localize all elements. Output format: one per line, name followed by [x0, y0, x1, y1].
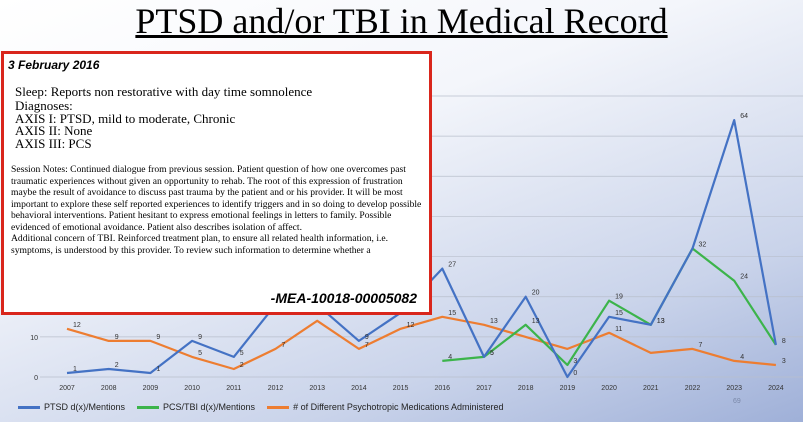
data-label: 15 — [615, 310, 623, 317]
legend-label-ptsd: PTSD d(x)/Mentions — [44, 402, 126, 412]
diagnosis-axis-3: AXIS III: PCS — [15, 135, 92, 151]
data-label: 32 — [699, 242, 707, 249]
series-line-2 — [66, 315, 777, 371]
legend-item-medications: # of Different Psychotropic Medications … — [267, 402, 504, 412]
y-tick-label: 0 — [34, 375, 38, 382]
x-tick-label: 2024 — [768, 385, 784, 392]
data-label: 12 — [407, 322, 415, 329]
data-label: 9 — [365, 334, 369, 341]
legend-item-pcs-tbi: PCS/TBI d(x)/Mentions — [137, 402, 255, 412]
y-axis-ticks: 0 10 — [30, 335, 38, 382]
data-label: 5 — [490, 350, 494, 357]
page-number: 69 — [733, 398, 741, 405]
x-tick-label: 2011 — [226, 385, 241, 392]
page-title: PTSD and/or TBI in Medical Record — [135, 1, 668, 41]
data-label: 27 — [448, 262, 456, 269]
data-label: 13 — [657, 318, 665, 325]
x-tick-label: 2021 — [643, 385, 659, 392]
data-label: 7 — [365, 342, 369, 349]
data-label: 7 — [699, 342, 703, 349]
data-label: 5 — [490, 350, 494, 357]
legend-label-medications: # of Different Psychotropic Medications … — [293, 402, 504, 412]
diagnosis-axis-1: AXIS I: PTSD, mild to moderate, Chronic — [15, 110, 236, 126]
x-tick-label: 2010 — [184, 385, 200, 392]
data-label: 0 — [573, 370, 577, 377]
medical-record-excerpt: 3 February 2016 Sleep: Reports non resto… — [1, 51, 432, 315]
series-line-1 — [442, 247, 777, 367]
x-tick-label: 2022 — [685, 385, 701, 392]
x-tick-label: 2013 — [309, 385, 325, 392]
x-tick-label: 2008 — [101, 385, 117, 392]
x-tick-label: 2020 — [601, 385, 617, 392]
x-tick-label: 2016 — [435, 385, 451, 392]
legend-item-ptsd: PTSD d(x)/Mentions — [18, 402, 125, 412]
data-label: 4 — [448, 354, 452, 361]
data-label: 4 — [740, 354, 744, 361]
data-label: 1 — [156, 366, 160, 373]
y-tick-label: 10 — [30, 335, 38, 342]
x-tick-label: 2009 — [143, 385, 159, 392]
x-tick-label: 2015 — [393, 385, 409, 392]
data-label: 1 — [73, 366, 77, 373]
note-diagnoses: Diagnoses: AXIS I: PTSD, mild to moderat… — [15, 98, 236, 151]
data-label: 9 — [156, 334, 160, 341]
data-label: 12 — [73, 322, 81, 329]
diagnosis-axis-2: AXIS II: None — [15, 123, 93, 138]
data-label: 15 — [448, 310, 456, 317]
legend-swatch-pcs-tbi — [137, 405, 160, 409]
additional-concern-text: Additional concern of TBI. Reinforced tr… — [11, 233, 389, 256]
session-notes-text: Session Notes: Continued dialogue from p… — [11, 164, 422, 233]
data-label: 20 — [532, 290, 540, 297]
note-sleep: Sleep: Reports non restorative with day … — [15, 84, 313, 99]
x-tick-label: 2007 — [59, 385, 75, 392]
data-label: 9 — [115, 334, 119, 341]
session-notes: Session Notes: Continued dialogue from p… — [11, 164, 426, 273]
legend-label-pcs-tbi: PCS/TBI d(x)/Mentions — [163, 402, 256, 412]
data-label: 5 — [198, 350, 202, 357]
diagnoses-heading: Diagnoses: — [15, 98, 73, 113]
chart-legend: PTSD d(x)/Mentions PCS/TBI d(x)/Mentions… — [18, 400, 578, 414]
data-label: 8 — [782, 338, 786, 345]
data-label: 11 — [615, 326, 622, 333]
data-label: 64 — [740, 113, 748, 120]
x-tick-label: 2018 — [518, 385, 534, 392]
data-label: 19 — [615, 294, 623, 301]
data-label: 13 — [490, 318, 498, 325]
data-label: 7 — [282, 342, 286, 349]
x-tick-label: 2019 — [560, 385, 576, 392]
data-label: 3 — [782, 358, 786, 365]
legend-swatch-ptsd — [18, 405, 40, 409]
x-axis-ticks: 2007 2008 2009 2010 2011 2012 2013 2014 2015 2016… — [59, 385, 784, 392]
data-label: 24 — [740, 274, 748, 281]
legend-swatch-medications — [267, 405, 290, 409]
note-date: 3 February 2016 — [8, 58, 100, 72]
data-label: 13 — [657, 318, 665, 325]
data-label: 13 — [532, 318, 540, 325]
x-tick-label: 2017 — [476, 385, 492, 392]
document-id: -MEA-10018-00005082 — [270, 290, 417, 306]
data-label: 3 — [573, 358, 577, 365]
x-tick-label: 2012 — [268, 385, 284, 392]
data-label: 5 — [240, 350, 244, 357]
x-tick-label: 2023 — [726, 385, 742, 392]
data-label: 2 — [240, 362, 244, 369]
data-label: 9 — [198, 334, 202, 341]
data-label: 2 — [115, 362, 119, 369]
x-tick-label: 2014 — [351, 385, 367, 392]
